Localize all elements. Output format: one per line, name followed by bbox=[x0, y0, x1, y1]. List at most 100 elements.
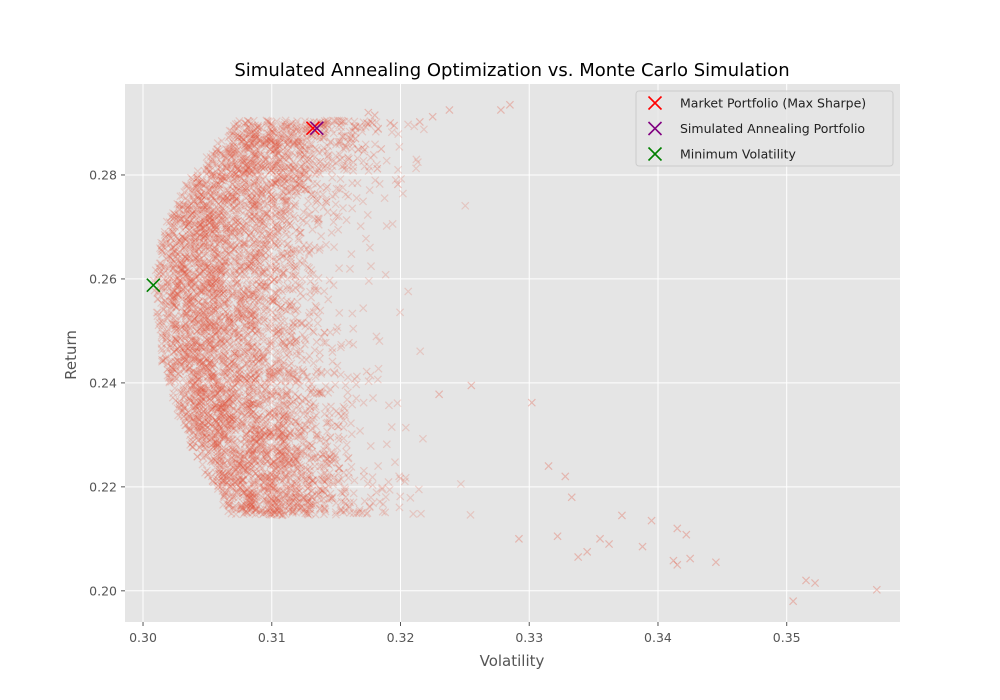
simulation-point bbox=[220, 432, 229, 441]
simulation-point bbox=[254, 197, 263, 206]
simulation-point bbox=[235, 263, 244, 272]
simulation-point bbox=[250, 430, 259, 439]
simulation-point bbox=[242, 376, 251, 385]
simulation-point bbox=[291, 245, 300, 254]
simulation-point bbox=[215, 237, 224, 246]
simulation-point bbox=[205, 320, 214, 329]
simulation-point bbox=[267, 120, 276, 129]
simulation-point bbox=[355, 505, 364, 514]
simulation-point bbox=[230, 388, 239, 397]
simulation-point bbox=[266, 233, 275, 242]
simulation-point bbox=[202, 433, 211, 442]
simulation-point bbox=[281, 209, 290, 218]
simulation-point bbox=[281, 504, 290, 513]
simulation-point bbox=[176, 406, 185, 415]
simulation-point bbox=[173, 353, 182, 362]
simulation-point bbox=[256, 217, 265, 226]
simulation-point bbox=[339, 434, 348, 443]
simulation-point bbox=[283, 172, 292, 181]
simulation-point bbox=[219, 433, 228, 442]
simulation-point bbox=[221, 404, 230, 413]
simulation-point bbox=[253, 389, 262, 398]
simulation-point bbox=[277, 423, 286, 432]
simulation-point bbox=[201, 323, 210, 332]
simulation-point bbox=[229, 186, 238, 195]
simulation-point bbox=[233, 334, 242, 343]
simulation-point bbox=[245, 387, 254, 396]
simulation-point bbox=[269, 253, 278, 262]
simulation-point bbox=[286, 305, 295, 314]
simulation-point bbox=[185, 242, 194, 251]
simulation-point bbox=[170, 297, 179, 306]
simulation-point bbox=[263, 449, 272, 458]
simulation-point bbox=[183, 352, 192, 361]
simulation-point bbox=[195, 270, 204, 279]
simulation-point bbox=[324, 388, 333, 397]
simulation-point bbox=[272, 472, 281, 481]
simulation-point bbox=[378, 483, 387, 492]
simulation-point bbox=[205, 390, 214, 399]
simulation-point bbox=[263, 471, 272, 480]
simulation-point bbox=[228, 289, 237, 298]
simulation-point bbox=[225, 301, 234, 310]
simulation-point bbox=[234, 343, 243, 352]
simulation-point bbox=[308, 131, 317, 140]
simulation-point bbox=[195, 245, 204, 254]
simulation-point bbox=[313, 365, 322, 374]
simulation-point bbox=[286, 328, 295, 337]
simulation-point bbox=[241, 119, 250, 128]
simulation-point bbox=[384, 477, 393, 487]
simulation-point bbox=[221, 400, 230, 409]
simulation-point bbox=[349, 340, 358, 349]
simulation-point bbox=[192, 315, 201, 324]
simulation-point bbox=[324, 142, 333, 151]
simulation-point bbox=[255, 457, 264, 466]
simulation-point bbox=[223, 161, 232, 170]
simulation-point bbox=[271, 373, 280, 382]
simulation-point bbox=[329, 208, 338, 217]
simulation-point bbox=[297, 126, 306, 135]
simulation-point bbox=[245, 493, 254, 503]
simulation-point bbox=[302, 121, 311, 130]
simulation-point bbox=[208, 270, 217, 279]
simulation-point bbox=[297, 141, 306, 150]
simulation-point bbox=[195, 286, 204, 295]
simulation-point bbox=[191, 377, 200, 386]
simulation-point bbox=[190, 253, 199, 262]
simulation-point bbox=[287, 246, 296, 255]
simulation-point bbox=[249, 238, 258, 247]
simulation-point bbox=[305, 323, 314, 332]
simulation-point bbox=[276, 446, 285, 456]
simulation-point bbox=[215, 461, 224, 470]
simulation-point bbox=[205, 218, 214, 227]
simulation-point bbox=[231, 187, 240, 196]
simulation-point bbox=[318, 120, 327, 129]
simulation-point bbox=[201, 397, 210, 406]
simulation-point bbox=[185, 305, 194, 315]
simulation-point bbox=[316, 183, 325, 192]
simulation-point bbox=[211, 259, 220, 268]
simulation-point bbox=[219, 326, 228, 335]
simulation-point bbox=[225, 318, 234, 327]
simulation-point bbox=[165, 283, 174, 293]
simulation-point bbox=[219, 194, 228, 203]
simulation-point bbox=[256, 182, 265, 191]
simulation-point bbox=[203, 410, 212, 419]
simulation-point bbox=[260, 151, 269, 160]
simulation-point bbox=[269, 498, 279, 507]
simulation-point bbox=[246, 155, 256, 164]
simulation-point bbox=[197, 401, 206, 410]
simulation-point bbox=[307, 453, 316, 462]
simulation-point bbox=[277, 435, 286, 444]
simulation-point bbox=[233, 287, 242, 296]
simulation-point bbox=[259, 354, 268, 363]
simulation-point bbox=[178, 405, 187, 414]
simulation-point bbox=[255, 431, 264, 441]
simulation-point bbox=[199, 358, 208, 367]
simulation-point bbox=[224, 219, 233, 228]
simulation-point bbox=[291, 271, 300, 280]
simulation-point bbox=[196, 320, 205, 330]
simulation-point bbox=[274, 433, 283, 442]
simulation-point bbox=[261, 235, 270, 244]
simulation-point bbox=[269, 330, 278, 339]
